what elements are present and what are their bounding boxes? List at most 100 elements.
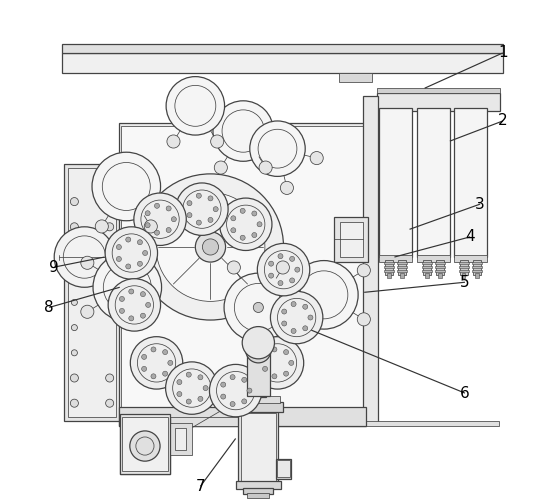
Text: 7: 7 (196, 479, 205, 494)
Circle shape (95, 220, 109, 233)
Circle shape (71, 249, 77, 255)
Text: 2: 2 (498, 113, 507, 129)
Circle shape (290, 278, 295, 283)
Circle shape (231, 228, 236, 233)
Bar (435, 262, 445, 264)
Bar (379, 108, 412, 257)
Circle shape (71, 299, 77, 305)
Circle shape (106, 223, 114, 231)
Circle shape (262, 354, 267, 359)
Circle shape (262, 366, 267, 371)
Circle shape (357, 313, 370, 326)
Circle shape (259, 161, 272, 174)
Circle shape (203, 386, 208, 391)
Circle shape (211, 135, 224, 148)
Circle shape (213, 101, 273, 161)
Bar (398, 260, 406, 275)
Circle shape (177, 392, 182, 397)
Circle shape (226, 275, 291, 340)
Bar (247, 493, 270, 498)
Circle shape (268, 261, 273, 266)
Bar (119, 123, 366, 426)
Circle shape (289, 360, 294, 365)
Circle shape (141, 366, 146, 371)
Circle shape (71, 350, 77, 356)
Bar (237, 291, 280, 324)
Circle shape (302, 304, 308, 309)
Circle shape (70, 223, 79, 231)
Circle shape (116, 244, 121, 249)
Bar (423, 260, 431, 275)
Circle shape (140, 292, 145, 297)
Circle shape (106, 198, 114, 206)
Circle shape (138, 174, 284, 320)
Circle shape (282, 309, 287, 314)
Bar (422, 262, 432, 264)
Circle shape (251, 337, 304, 389)
Circle shape (154, 230, 159, 235)
Circle shape (144, 220, 157, 233)
Circle shape (271, 291, 323, 344)
Bar (238, 411, 278, 484)
Circle shape (166, 77, 224, 135)
Circle shape (208, 196, 213, 201)
Text: 9: 9 (50, 260, 59, 275)
Bar (473, 260, 481, 275)
Circle shape (198, 375, 203, 380)
Circle shape (116, 257, 121, 262)
Circle shape (253, 302, 263, 312)
Circle shape (54, 227, 115, 287)
Circle shape (198, 396, 203, 401)
Circle shape (140, 313, 145, 318)
Circle shape (208, 217, 213, 222)
Circle shape (202, 239, 218, 255)
Bar (340, 222, 363, 257)
Circle shape (219, 198, 272, 250)
Bar (377, 93, 500, 111)
Bar (398, 262, 407, 264)
Bar (435, 266, 445, 268)
Circle shape (130, 431, 160, 461)
Bar (122, 417, 168, 471)
Bar (436, 260, 444, 275)
Bar (460, 260, 467, 275)
Circle shape (246, 338, 271, 363)
Circle shape (257, 243, 310, 296)
Circle shape (295, 267, 300, 272)
Bar (472, 270, 482, 272)
Bar (459, 266, 468, 268)
Bar (363, 96, 378, 423)
Circle shape (92, 152, 160, 221)
Bar (241, 413, 276, 481)
Bar (62, 53, 503, 73)
Circle shape (143, 250, 148, 256)
Circle shape (214, 161, 227, 174)
Circle shape (196, 220, 201, 225)
Circle shape (151, 374, 156, 379)
Bar (64, 164, 120, 421)
Circle shape (71, 274, 77, 280)
Bar (120, 418, 170, 474)
Bar (459, 262, 468, 264)
Circle shape (156, 193, 265, 301)
Circle shape (257, 222, 262, 227)
Circle shape (291, 329, 296, 334)
Circle shape (224, 273, 292, 342)
Circle shape (252, 211, 257, 216)
Bar (68, 168, 116, 417)
Circle shape (240, 235, 245, 240)
Circle shape (106, 374, 114, 382)
Circle shape (187, 213, 192, 218)
Bar (276, 459, 291, 479)
Circle shape (163, 350, 168, 355)
Circle shape (252, 232, 257, 237)
Circle shape (141, 354, 146, 359)
Circle shape (145, 302, 150, 307)
Bar (251, 352, 266, 397)
Text: 3: 3 (475, 197, 485, 212)
Circle shape (166, 206, 171, 211)
Circle shape (240, 208, 245, 213)
Circle shape (172, 217, 177, 222)
Bar (462, 273, 466, 278)
Circle shape (284, 350, 289, 355)
